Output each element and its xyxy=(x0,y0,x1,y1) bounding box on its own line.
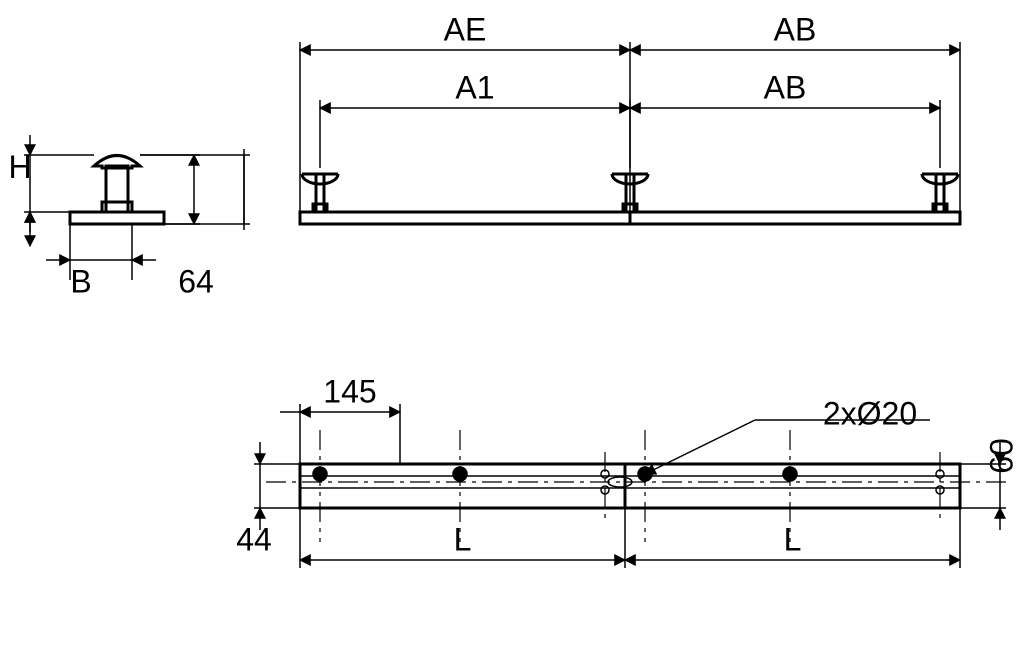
svg-text:AB: AB xyxy=(774,11,817,47)
svg-text:A1: A1 xyxy=(455,69,494,105)
svg-text:B: B xyxy=(70,263,91,299)
technical-drawing: H B 64 AE AB A1 AB 145 44 L L 2xØ20 60 xyxy=(0,0,1024,645)
svg-text:L: L xyxy=(784,521,802,557)
svg-text:60: 60 xyxy=(983,438,1019,474)
svg-text:44: 44 xyxy=(236,521,272,557)
svg-text:64: 64 xyxy=(178,263,214,299)
svg-text:AE: AE xyxy=(444,11,487,47)
svg-text:H: H xyxy=(8,149,31,185)
svg-text:145: 145 xyxy=(323,373,376,409)
svg-text:L: L xyxy=(454,521,472,557)
svg-text:AB: AB xyxy=(764,69,807,105)
svg-text:2xØ20: 2xØ20 xyxy=(823,395,917,431)
